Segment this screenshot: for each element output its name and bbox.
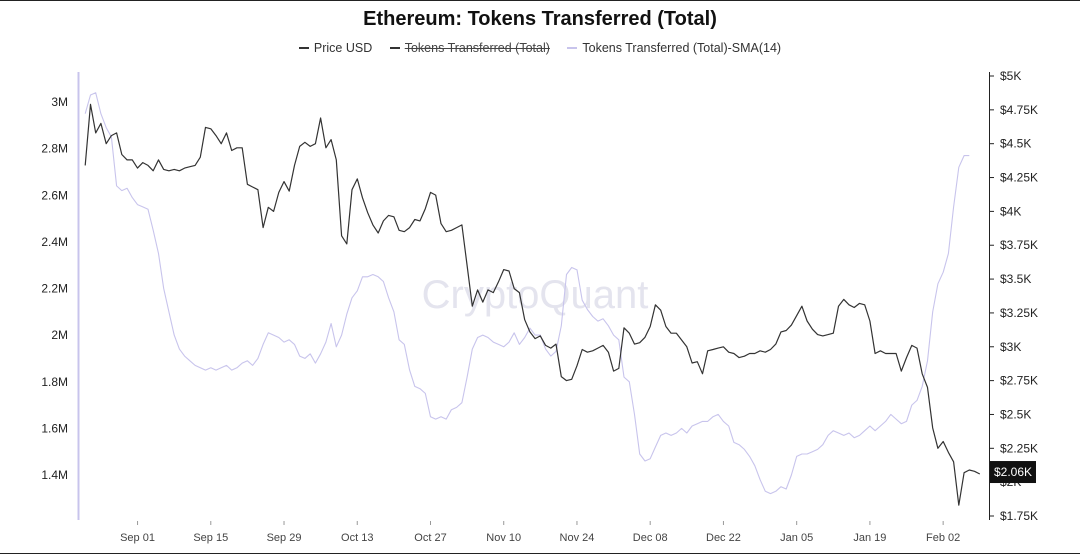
x-axis-tick-label: Sep 15 (193, 532, 228, 544)
right-axis-tick-label: $4K (1000, 204, 1021, 218)
left-axis-tick-label: 1.6M (41, 421, 68, 435)
x-axis-tick-label: Feb 02 (926, 532, 960, 544)
legend-swatch-tokens-transferred-sma (567, 46, 578, 49)
x-axis-tick-label: Dec 08 (633, 532, 668, 544)
left-axis-tick-label: 2.4M (41, 235, 68, 249)
x-axis-tick-label: Oct 13 (341, 532, 373, 544)
x-axis-tick-label: Jan 05 (780, 532, 813, 544)
legend-swatch-tokens-transferred (389, 46, 400, 49)
left-axis-tick-label: 2.6M (41, 188, 68, 202)
series-line-price-usd (84, 103, 981, 506)
legend-label-price-usd: Price USD (313, 41, 373, 55)
right-axis-tick-label: $3.25K (1000, 306, 1038, 320)
left-axis-tick-label: 2.8M (41, 142, 68, 156)
left-axis-tick-label: 1.4M (41, 468, 68, 482)
left-axis-tick-label: 2.2M (41, 282, 68, 296)
x-axis-tick-label: Nov 10 (486, 532, 521, 544)
right-axis-tick-label: $3.5K (1000, 272, 1031, 286)
legend-item-price-usd[interactable]: Price USD (298, 41, 373, 55)
x-axis-tick-label: Jan 19 (853, 532, 886, 544)
x-axis-tick-label: Sep 29 (267, 532, 302, 544)
current-price-label: $2.06K (990, 461, 1036, 484)
legend-label-tokens-transferred: Tokens Transferred (Total) (404, 41, 550, 55)
legend-swatch-price-usd (298, 46, 309, 49)
series-line-tokens-transferred-sma (84, 92, 970, 495)
legend-item-tokens-transferred-sma[interactable]: Tokens Transferred (Total)-SMA(14) (567, 41, 781, 55)
right-axis-tick-label: $2.5K (1000, 407, 1031, 421)
right-axis-tick-label: $1.75K (1000, 509, 1038, 523)
watermark: CryptoQuant (422, 273, 649, 317)
left-axis-tick-label: 1.8M (41, 375, 68, 389)
right-axis-tick-label: $5K (1000, 69, 1021, 83)
right-axis-ticks: $5K $4.75K $4.5K $4.25K $4K $3.75K $3.5K $3.25K… (989, 69, 1038, 523)
current-price-label-bg (990, 461, 1036, 484)
left-axis-ticks: 3M 2.8M 2.6M 2.4M 2.2M 2M 1.8M 1.6M 1.4M (41, 95, 68, 482)
right-axis-tick-label: $4.25K (1000, 171, 1038, 185)
current-price-label-text: $2.06K (994, 465, 1032, 479)
right-axis-tick-label: $3.75K (1000, 238, 1038, 252)
right-axis-tick-label: $3K (1000, 340, 1021, 354)
x-axis-tick-label: Oct 27 (414, 532, 446, 544)
left-axis-tick-label: 2M (51, 328, 68, 342)
chart-legend: Price USD Tokens Transferred (Total) Tok… (0, 41, 1080, 55)
right-axis-tick-label: $4.5K (1000, 137, 1031, 151)
right-axis-tick-label: $2.75K (1000, 374, 1038, 388)
legend-item-tokens-transferred[interactable]: Tokens Transferred (Total) (389, 41, 550, 55)
x-axis-tick-label: Sep 01 (120, 532, 155, 544)
right-axis-tick-label: $4.75K (1000, 103, 1038, 117)
chart-title: Ethereum: Tokens Transferred (Total) (363, 8, 717, 30)
x-axis-tick-label: Nov 24 (560, 532, 595, 544)
x-axis-ticks: Sep 01 Sep 15 Sep 29 Oct 13 Oct 27 Nov 10 Nov … (120, 521, 960, 544)
right-axis-tick-label: $2.25K (1000, 441, 1038, 455)
series-layer (84, 92, 981, 506)
x-axis-tick-label: Dec 22 (706, 532, 741, 544)
legend-label-tokens-transferred-sma: Tokens Transferred (Total)-SMA(14) (582, 41, 782, 55)
left-axis-tick-label: 3M (51, 95, 68, 109)
